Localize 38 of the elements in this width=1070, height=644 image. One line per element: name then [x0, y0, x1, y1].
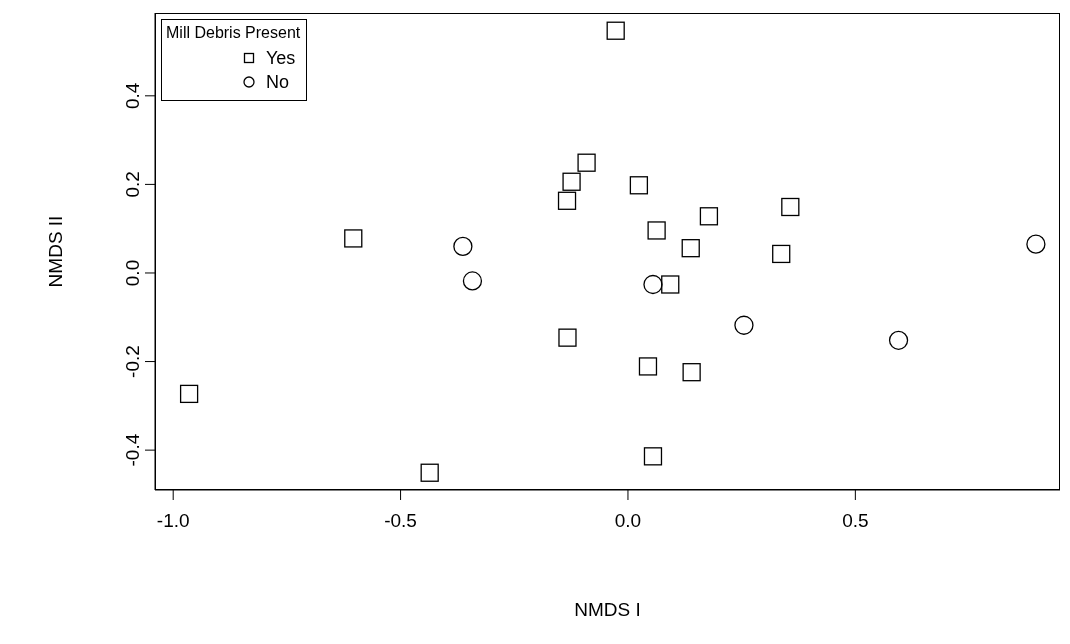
- point: [577, 153, 596, 172]
- point: [643, 447, 663, 466]
- point: [699, 207, 719, 226]
- point: [888, 330, 909, 350]
- point: [562, 172, 581, 191]
- point: [1026, 234, 1046, 254]
- point: [420, 463, 439, 482]
- x-axis-title: NMDS I: [574, 599, 641, 620]
- point: [179, 384, 199, 404]
- point: [781, 197, 800, 217]
- y-tick-label: -0.4: [122, 433, 143, 467]
- y-tick-label: 0.0: [122, 259, 143, 287]
- point: [734, 315, 754, 335]
- legend-label: Yes: [266, 47, 296, 70]
- y-tick-label: 0.4: [122, 82, 143, 110]
- x-tick-label: -1.0: [156, 510, 190, 532]
- point: [344, 229, 363, 248]
- point: [772, 244, 791, 264]
- point: [606, 21, 625, 40]
- legend-title: Mill Debris Present: [166, 24, 301, 42]
- point: [647, 221, 666, 240]
- point: [643, 274, 663, 295]
- y-tick-label: -0.2: [122, 345, 143, 378]
- y-axis-title: NMDS II: [44, 215, 66, 288]
- x-tick-label: -0.5: [384, 510, 417, 532]
- y-tick-label: 0.2: [122, 171, 143, 198]
- point: [453, 236, 473, 257]
- point: [681, 239, 700, 258]
- point: [661, 275, 680, 294]
- x-tick-label: 0.5: [842, 510, 869, 532]
- point: [557, 191, 577, 210]
- x-tick-label: 0.0: [614, 510, 642, 532]
- point: [558, 328, 577, 347]
- point: [682, 363, 701, 382]
- point: [638, 357, 658, 376]
- point: [629, 176, 649, 195]
- point: [462, 271, 483, 291]
- legend-label: No: [266, 71, 290, 94]
